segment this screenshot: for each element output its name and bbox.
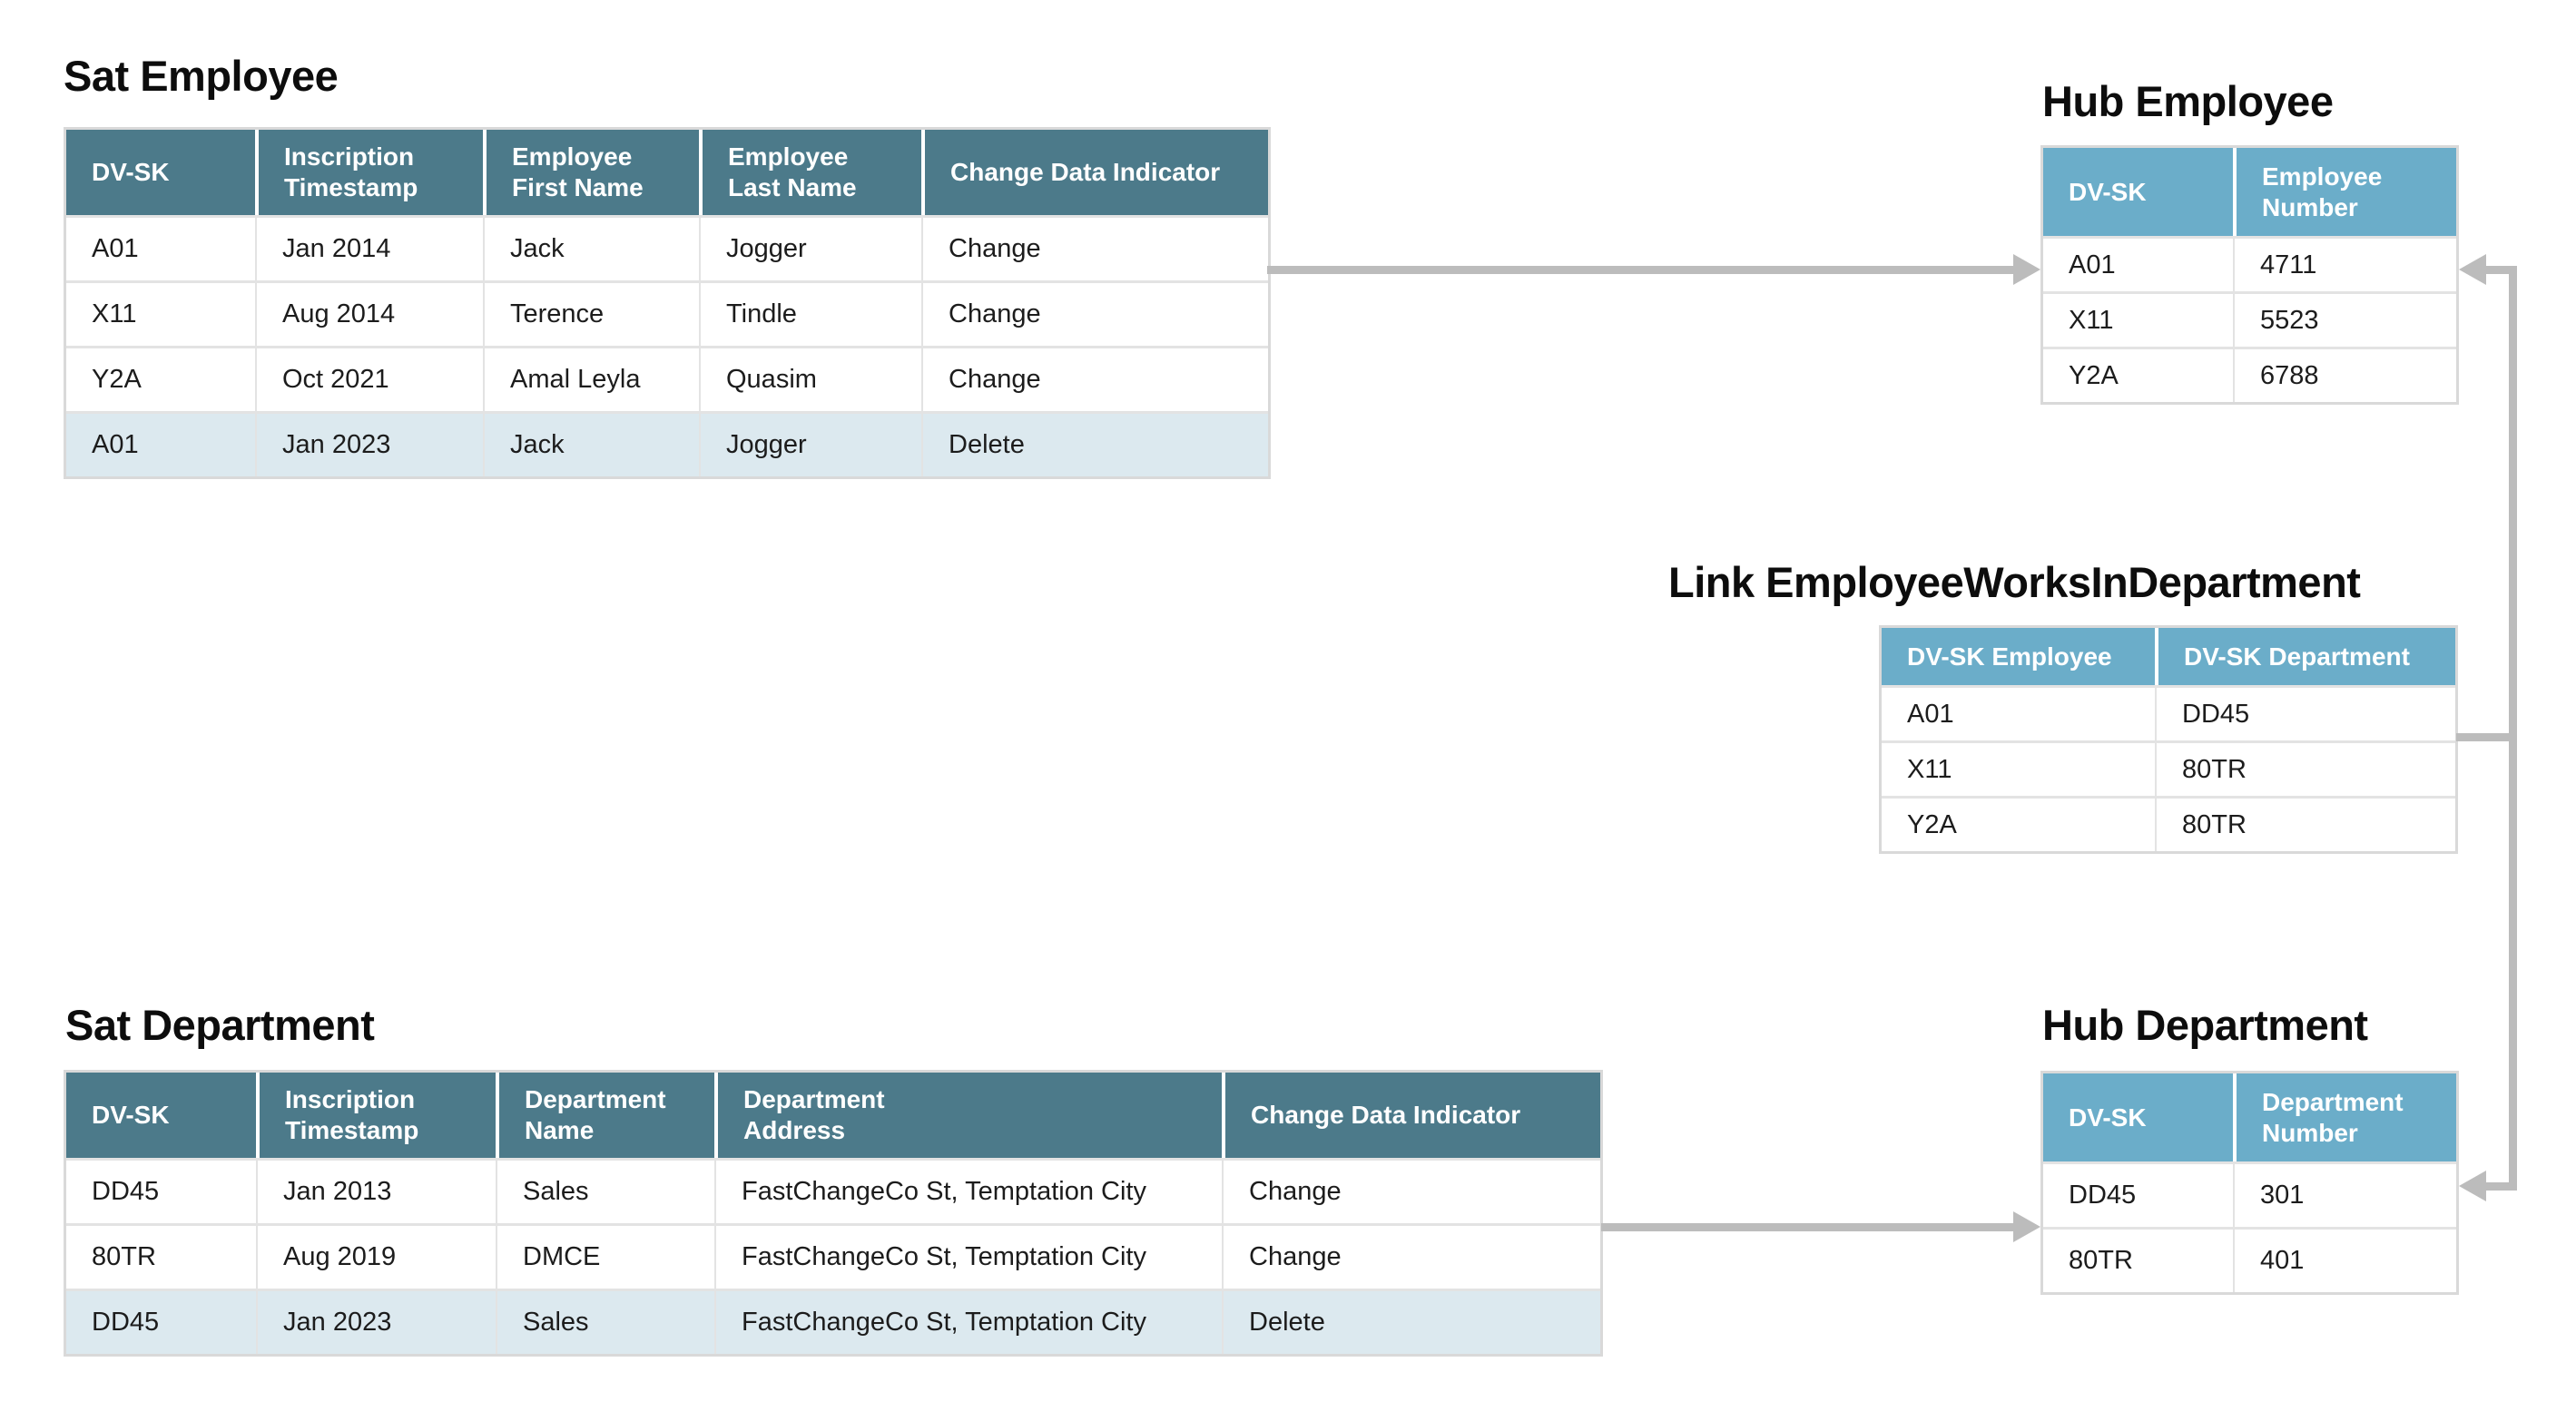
table-cell: A01 bbox=[1882, 685, 2155, 740]
column-header: Change Data Indicator bbox=[921, 130, 1268, 215]
table-cell: Sales bbox=[496, 1158, 714, 1223]
table-cell: Y2A bbox=[1882, 796, 2155, 851]
table-cell: Jan 2013 bbox=[256, 1158, 496, 1223]
arrowhead-left-icon bbox=[2459, 254, 2486, 285]
table-cell: 80TR bbox=[2043, 1227, 2233, 1292]
table-cell: Jogger bbox=[699, 215, 921, 280]
column-header: Inscription Timestamp bbox=[256, 1073, 496, 1158]
column-header: DV-SK Employee bbox=[1882, 628, 2155, 685]
table-cell: DD45 bbox=[2043, 1161, 2233, 1227]
table-cell: X11 bbox=[2043, 291, 2233, 347]
table-cell-highlighted: FastChangeCo St, Temptation City bbox=[714, 1289, 1222, 1354]
table-cell: Change bbox=[921, 215, 1268, 280]
table-cell: 301 bbox=[2233, 1161, 2456, 1227]
hub-employee-table: DV-SK Employee Number A01 4711 X11 5523 … bbox=[2040, 145, 2459, 405]
table-cell: X11 bbox=[66, 280, 255, 346]
hub-department-title: Hub Department bbox=[2042, 1001, 2368, 1049]
table-cell: FastChangeCo St, Temptation City bbox=[714, 1158, 1222, 1223]
table-cell: X11 bbox=[1882, 740, 2155, 796]
table-cell-highlighted: Delete bbox=[921, 411, 1268, 476]
column-header: Department Address bbox=[714, 1073, 1222, 1158]
column-header: Employee Number bbox=[2233, 148, 2456, 236]
table-cell: Jan 2014 bbox=[255, 215, 483, 280]
connector-sat-department-to-hub-department bbox=[1601, 1223, 2013, 1231]
table-cell: Amal Leyla bbox=[483, 346, 699, 411]
table-cell: DMCE bbox=[496, 1223, 714, 1289]
table-cell-highlighted: Jan 2023 bbox=[255, 411, 483, 476]
link-employee-works-in-department-title: Link EmployeeWorksInDepartment bbox=[1668, 558, 2361, 606]
sat-department-title: Sat Department bbox=[65, 1001, 375, 1049]
column-header: DV-SK bbox=[66, 1073, 256, 1158]
table-cell: Change bbox=[1222, 1223, 1600, 1289]
table-cell: Change bbox=[921, 346, 1268, 411]
connector-link-to-bus bbox=[2456, 733, 2517, 741]
table-cell: Change bbox=[921, 280, 1268, 346]
link-employee-works-in-department-table: DV-SK Employee DV-SK Department A01 DD45… bbox=[1879, 625, 2458, 854]
column-header: Department Name bbox=[496, 1073, 714, 1158]
column-header: Inscription Timestamp bbox=[255, 130, 483, 215]
arrowhead-left-icon bbox=[2459, 1171, 2486, 1201]
sat-employee-title: Sat Employee bbox=[64, 52, 339, 100]
table-cell: FastChangeCo St, Temptation City bbox=[714, 1223, 1222, 1289]
connector-sat-employee-to-hub-employee bbox=[1267, 266, 2013, 274]
table-cell: 4711 bbox=[2233, 236, 2456, 291]
table-cell: DD45 bbox=[2155, 685, 2455, 740]
table-cell: 401 bbox=[2233, 1227, 2456, 1292]
arrowhead-right-icon bbox=[2013, 254, 2040, 285]
table-cell: Oct 2021 bbox=[255, 346, 483, 411]
hub-employee-title: Hub Employee bbox=[2042, 77, 2334, 125]
connector-bus-to-hub-employee bbox=[2484, 266, 2517, 274]
table-cell-highlighted: Jogger bbox=[699, 411, 921, 476]
table-cell-highlighted: Jack bbox=[483, 411, 699, 476]
table-cell: Terence bbox=[483, 280, 699, 346]
table-cell-highlighted: Jan 2023 bbox=[256, 1289, 496, 1354]
connector-bus-vertical bbox=[2509, 266, 2517, 1190]
table-cell: 6788 bbox=[2233, 347, 2456, 402]
column-header: DV-SK Department bbox=[2155, 628, 2455, 685]
column-header: Department Number bbox=[2233, 1073, 2456, 1161]
table-cell: 80TR bbox=[2155, 740, 2455, 796]
table-cell: Jack bbox=[483, 215, 699, 280]
column-header: Change Data Indicator bbox=[1222, 1073, 1600, 1158]
table-cell: Aug 2014 bbox=[255, 280, 483, 346]
table-cell: DD45 bbox=[66, 1158, 256, 1223]
arrowhead-right-icon bbox=[2013, 1211, 2040, 1242]
table-cell-highlighted: Delete bbox=[1222, 1289, 1600, 1354]
hub-department-table: DV-SK Department Number DD45 301 80TR 40… bbox=[2040, 1071, 2459, 1295]
sat-employee-table: DV-SK Inscription Timestamp Employee Fir… bbox=[64, 127, 1271, 479]
table-cell-highlighted: DD45 bbox=[66, 1289, 256, 1354]
table-cell: 5523 bbox=[2233, 291, 2456, 347]
column-header: DV-SK bbox=[2043, 1073, 2233, 1161]
table-cell: Y2A bbox=[2043, 347, 2233, 402]
table-cell: A01 bbox=[66, 215, 255, 280]
column-header: Employee First Name bbox=[483, 130, 699, 215]
table-cell-highlighted: A01 bbox=[66, 411, 255, 476]
table-cell-highlighted: Sales bbox=[496, 1289, 714, 1354]
table-cell: Aug 2019 bbox=[256, 1223, 496, 1289]
table-cell: Y2A bbox=[66, 346, 255, 411]
table-cell: A01 bbox=[2043, 236, 2233, 291]
column-header: Employee Last Name bbox=[699, 130, 921, 215]
table-cell: 80TR bbox=[2155, 796, 2455, 851]
column-header: DV-SK bbox=[2043, 148, 2233, 236]
column-header: DV-SK bbox=[66, 130, 255, 215]
table-cell: Quasim bbox=[699, 346, 921, 411]
table-cell: Change bbox=[1222, 1158, 1600, 1223]
table-cell: Tindle bbox=[699, 280, 921, 346]
table-cell: 80TR bbox=[66, 1223, 256, 1289]
connector-bus-to-hub-department bbox=[2484, 1182, 2517, 1191]
sat-department-table: DV-SK Inscription Timestamp Department N… bbox=[64, 1070, 1603, 1357]
